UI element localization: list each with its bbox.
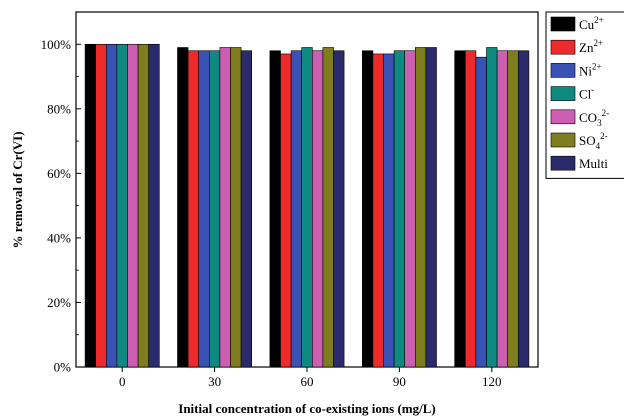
bar-cl-30 xyxy=(209,50,221,368)
bar-ni-30 xyxy=(198,50,210,368)
x-tick-label: 30 xyxy=(208,374,221,389)
bar-ni-60 xyxy=(290,50,303,368)
bar-zn-120 xyxy=(464,50,477,368)
legend-label-ni: Ni2+ xyxy=(579,61,602,78)
legend-label-cl: Cl- xyxy=(579,85,594,102)
bar-zn-60 xyxy=(280,53,292,368)
legend-swatch-cu xyxy=(550,16,576,32)
y-tick-label: 100% xyxy=(41,37,72,52)
x-axis: 0 30 60 90 120 xyxy=(119,367,502,389)
bar-multi-30 xyxy=(240,50,253,368)
bar-cl-0 xyxy=(116,43,128,368)
x-axis-title: Initial concentration of co-existing ion… xyxy=(178,401,435,416)
bar-cl-120 xyxy=(486,47,498,368)
bar-so-90 xyxy=(414,47,427,368)
legend-swatch-co xyxy=(550,109,576,125)
bar-ni-90 xyxy=(383,53,395,368)
legend-swatch-multi xyxy=(550,155,576,171)
bar-cu-0 xyxy=(84,43,96,368)
bar-cu-90 xyxy=(361,50,374,368)
bar-so-120 xyxy=(507,50,519,368)
bar-cl-90 xyxy=(393,50,406,368)
bar-co-120 xyxy=(496,50,509,368)
y-tick-label: 0% xyxy=(54,360,72,375)
legend-swatch-so xyxy=(550,132,576,148)
x-tick-label: 120 xyxy=(482,374,502,389)
bar-co-90 xyxy=(404,50,416,368)
y-tick-label: 80% xyxy=(47,101,71,116)
bars-group xyxy=(84,43,530,368)
bar-multi-60 xyxy=(333,50,345,368)
y-axis: 0% 20% 40% 60% 80% 100% xyxy=(41,37,81,375)
bar-multi-0 xyxy=(148,43,160,368)
bar-co-60 xyxy=(311,50,324,368)
bar-co-30 xyxy=(219,47,231,368)
bar-so-60 xyxy=(322,47,334,368)
legend-label-co: CO32- xyxy=(579,108,609,128)
bar-zn-0 xyxy=(95,43,107,368)
bar-ni-120 xyxy=(475,56,487,368)
bar-cu-60 xyxy=(269,50,281,368)
x-tick-label: 0 xyxy=(119,374,126,389)
legend-label-multi: Multi xyxy=(579,156,608,171)
legend-label-cu: Cu2+ xyxy=(579,15,604,32)
legend-swatch-cl xyxy=(550,86,576,101)
x-tick-label: 60 xyxy=(301,374,314,389)
y-tick-label: 20% xyxy=(47,295,71,310)
bar-so-0 xyxy=(137,43,150,368)
bar-cu-120 xyxy=(454,50,466,368)
legend: Cu2+ Zn2+ Ni2+ Cl- CO32- SO42- Multi xyxy=(545,11,624,179)
bar-co-0 xyxy=(127,43,139,368)
bar-multi-120 xyxy=(517,50,530,368)
y-tick-label: 60% xyxy=(47,166,71,181)
bar-so-30 xyxy=(230,47,242,368)
legend-swatch-zn xyxy=(550,39,576,55)
y-tick-label: 40% xyxy=(47,230,71,245)
y-axis-title: % removal of Cr(VI) xyxy=(10,131,25,248)
bar-zn-30 xyxy=(187,50,200,368)
bar-zn-90 xyxy=(372,53,384,368)
bar-cu-30 xyxy=(177,47,189,368)
legend-swatch-ni xyxy=(550,63,576,78)
x-tick-label: 90 xyxy=(393,374,406,389)
bar-multi-90 xyxy=(425,47,437,368)
bar-cl-60 xyxy=(301,47,313,368)
legend-label-so: SO42- xyxy=(579,131,608,151)
bar-ni-0 xyxy=(106,43,118,368)
legend-label-zn: Zn2+ xyxy=(579,38,603,55)
